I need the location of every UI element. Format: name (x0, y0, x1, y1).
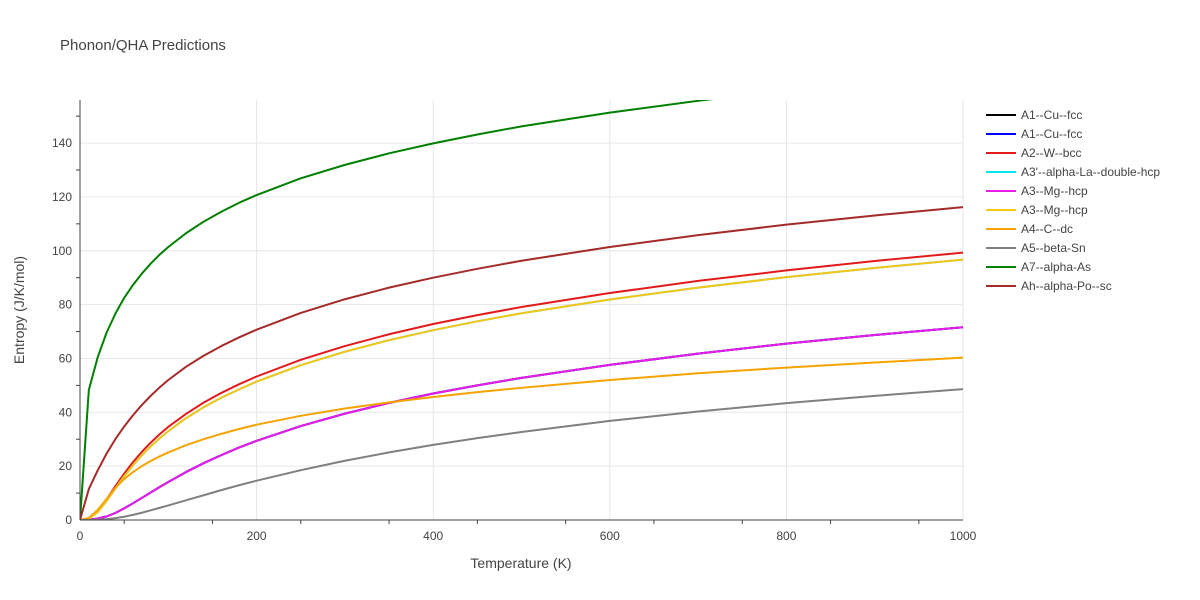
x-tick-label: 800 (776, 529, 796, 543)
legend-item[interactable]: A4--C--dc (986, 222, 1073, 236)
series-line (80, 326, 963, 520)
y-axis-label: Entropy (J/K/mol) (11, 256, 27, 364)
y-tick-label: 60 (59, 351, 73, 365)
legend-item[interactable]: A2--W--bcc (986, 146, 1081, 160)
legend-item[interactable]: Ah--alpha-Po--sc (986, 279, 1112, 293)
legend-item[interactable]: A7--alpha-As (986, 260, 1091, 274)
y-tick-label: 20 (59, 459, 73, 473)
y-tick-label: 0 (65, 513, 72, 527)
legend-item[interactable]: A1--Cu--fcc (986, 108, 1082, 122)
series-line (80, 388, 963, 520)
legend-item[interactable]: A5--beta-Sn (986, 241, 1086, 255)
series-line (80, 326, 963, 520)
x-axis-ticks: 0 200 400 600 800 1000 (77, 529, 977, 543)
grid (80, 100, 964, 520)
legend-label: A4--C--dc (1021, 222, 1073, 236)
legend[interactable]: A1--Cu--fcc A1--Cu--fcc A2--W--bcc A3'--alp… (986, 108, 1160, 293)
chart-title: Phonon/QHA Predictions (60, 37, 226, 54)
legend-label: A7--alpha-As (1021, 260, 1091, 274)
axes (76, 100, 963, 524)
legend-label: A1--Cu--fcc (1021, 108, 1082, 122)
x-tick-label: 1000 (950, 529, 977, 543)
legend-label: A3--Mg--hcp (1021, 184, 1088, 198)
plot-area (80, 100, 963, 520)
x-tick-label: 200 (247, 529, 267, 543)
y-tick-label: 40 (59, 405, 73, 419)
series-line (80, 100, 714, 520)
x-axis-label: Temperature (K) (470, 555, 571, 571)
y-tick-label: 80 (59, 298, 73, 312)
x-tick-label: 0 (77, 529, 84, 543)
y-axis-ticks: 0 20 40 60 80 100 120 140 (52, 136, 72, 527)
series-line (80, 258, 963, 520)
series-line (80, 258, 963, 520)
legend-label: Ah--alpha-Po--sc (1021, 279, 1112, 293)
series-line (80, 251, 963, 520)
legend-item[interactable]: A3'--alpha-La--double-hcp (986, 165, 1160, 179)
legend-item[interactable]: A3--Mg--hcp (986, 203, 1088, 217)
legend-item[interactable]: A1--Cu--fcc (986, 127, 1082, 141)
legend-label: A3--Mg--hcp (1021, 203, 1088, 217)
series-line (80, 206, 963, 520)
y-tick-label: 100 (52, 244, 72, 258)
legend-item[interactable]: A3--Mg--hcp (986, 184, 1088, 198)
legend-label: A3'--alpha-La--double-hcp (1021, 165, 1160, 179)
legend-label: A5--beta-Sn (1021, 241, 1086, 255)
legend-label: A1--Cu--fcc (1021, 127, 1082, 141)
series-line (80, 326, 963, 520)
x-tick-label: 600 (600, 529, 620, 543)
legend-label: A2--W--bcc (1021, 146, 1081, 160)
y-tick-label: 140 (52, 136, 72, 150)
x-tick-label: 400 (423, 529, 443, 543)
y-tick-label: 120 (52, 190, 72, 204)
series-line (80, 356, 963, 520)
